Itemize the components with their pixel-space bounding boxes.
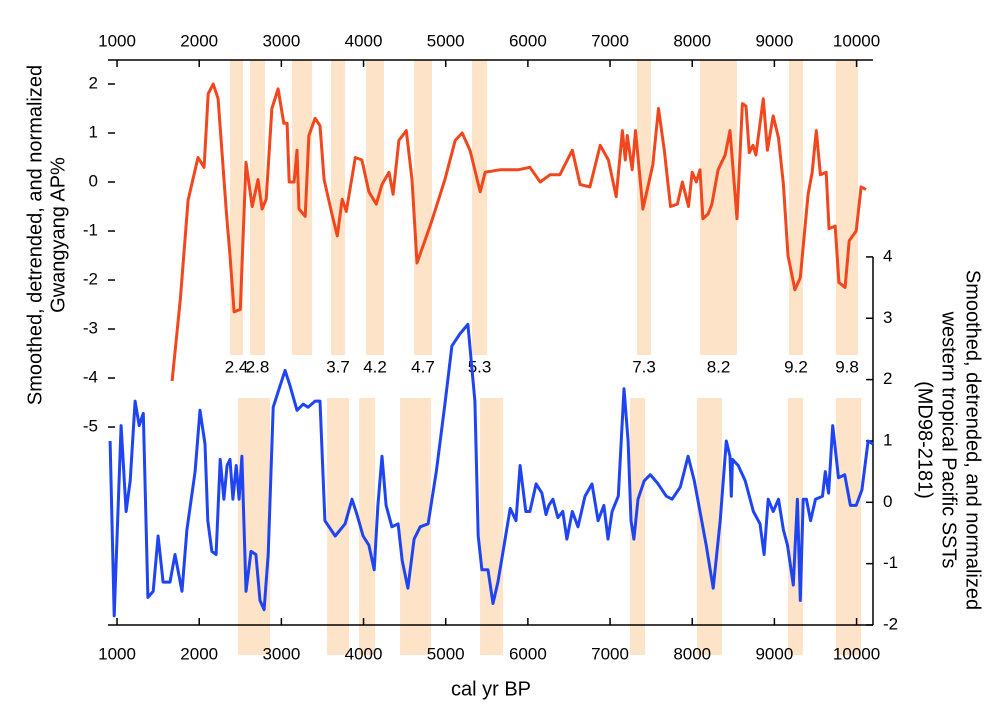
band-label: 4.7 (411, 357, 435, 376)
y-tick-label: 0 (89, 172, 98, 191)
band-label: 3.7 (326, 357, 350, 376)
y2-tick-label: 4 (883, 246, 892, 265)
x-tick-label: 1000 (98, 644, 136, 663)
data-line (108, 322, 874, 618)
y2-axis-title: Smoothed, detrended, and normalized (962, 270, 984, 610)
event-band (331, 60, 346, 355)
x-tick-label: 6000 (509, 31, 547, 50)
event-band (366, 60, 385, 355)
event-band (414, 60, 432, 355)
event-band (836, 60, 859, 355)
y2-tick-label: 1 (883, 430, 892, 449)
x-tick-label: 2000 (180, 644, 218, 663)
event-band (480, 398, 504, 655)
x-tick-label: 4000 (345, 31, 383, 50)
y2-tick-label: 3 (883, 308, 892, 327)
x-tick-label: 8000 (673, 644, 711, 663)
x-tick-label: 8000 (673, 31, 711, 50)
data-line (170, 82, 867, 382)
event-band (789, 60, 803, 355)
y2-tick-label: -2 (883, 614, 898, 633)
x-tick-label: 5000 (427, 31, 465, 50)
event-band (400, 398, 432, 655)
x-tick-label: 10000 (833, 644, 880, 663)
x-tick-label: 2000 (180, 31, 218, 50)
y-tick-label: -2 (83, 270, 98, 289)
band-label: 7.3 (632, 357, 656, 376)
event-band (359, 398, 376, 655)
y-axis-title: Gwangyang AP% (47, 157, 69, 313)
x-tick-label: 3000 (262, 31, 300, 50)
y-axis-title: Smoothed, detrended, and normalized (24, 65, 46, 405)
x-tick-label: 9000 (755, 31, 793, 50)
x-tick-label: 1000 (98, 31, 136, 50)
band-label: 4.2 (363, 357, 387, 376)
x-tick-label: 10000 (833, 31, 880, 50)
x-tick-label: 6000 (509, 644, 547, 663)
event-band (630, 398, 646, 655)
y2-tick-label: 2 (883, 369, 892, 388)
band-label: 2.4 (225, 357, 249, 376)
y-tick-label: 1 (89, 122, 98, 141)
y2-tick-label: -1 (883, 553, 898, 572)
y-tick-label: -1 (83, 221, 98, 240)
event-band (327, 398, 350, 655)
x-tick-label: 9000 (755, 644, 793, 663)
x-tick-label: 4000 (345, 644, 383, 663)
x-tick-label: 7000 (591, 31, 629, 50)
y-tick-label: -3 (83, 319, 98, 338)
band-label: 2.8 (246, 357, 270, 376)
event-band (250, 60, 266, 355)
y2-tick-label: 0 (883, 492, 892, 511)
y-tick-label: 2 (89, 73, 98, 92)
band-label: 8.2 (707, 357, 731, 376)
x-axis-title: cal yr BP (451, 678, 531, 700)
event-band (836, 398, 862, 655)
x-tick-label: 3000 (262, 644, 300, 663)
band-label: 9.2 (784, 357, 808, 376)
event-band (700, 60, 738, 355)
y-tick-label: -4 (83, 368, 98, 387)
y2-axis-title: (MD98-2181) (914, 381, 936, 499)
event-band (292, 60, 313, 355)
x-tick-label: 5000 (427, 644, 465, 663)
x-tick-label: 7000 (591, 644, 629, 663)
band-label: 9.8 (835, 357, 859, 376)
y-tick-label: -5 (83, 417, 98, 436)
event-band (472, 60, 488, 355)
y2-axis-title: western tropical Pacific SSTs (938, 311, 960, 569)
